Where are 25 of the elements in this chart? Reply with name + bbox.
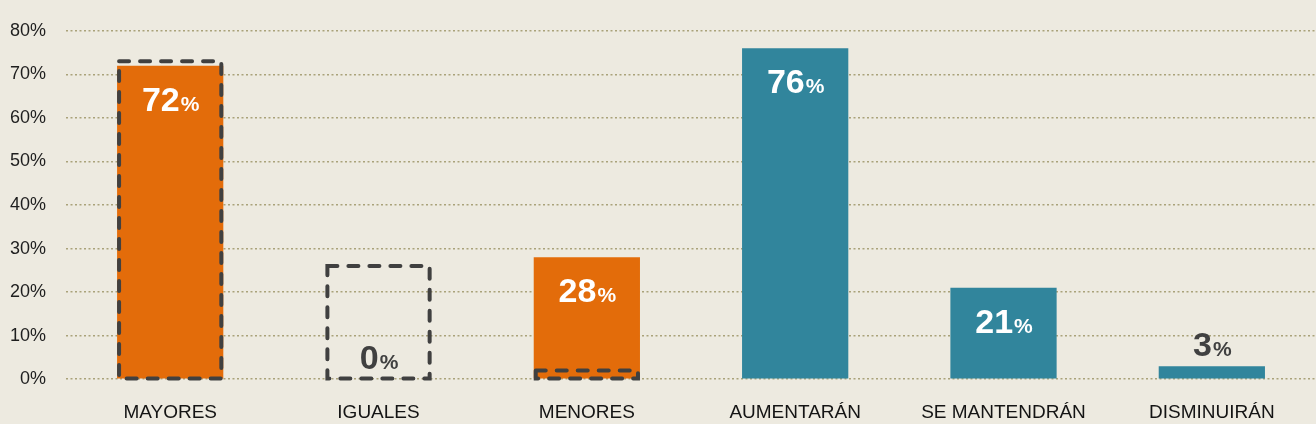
bar — [533, 257, 640, 379]
data-label: 28% — [558, 271, 617, 310]
x-tick-label: IGUALES — [337, 400, 420, 422]
y-tick-label: 80% — [10, 19, 47, 40]
x-tick-label: MENORES — [538, 400, 635, 422]
y-tick-label: 0% — [20, 368, 47, 389]
data-label: 21% — [975, 301, 1034, 340]
data-label: 72% — [141, 79, 200, 118]
bar — [950, 287, 1057, 379]
x-tick-label: DISMINUIRÁN — [1149, 400, 1275, 422]
data-label: 0% — [359, 338, 399, 377]
y-tick-label: 20% — [10, 281, 47, 302]
data-label: 3% — [1193, 325, 1232, 364]
bar — [742, 48, 849, 379]
y-tick-label: 50% — [10, 150, 47, 171]
y-tick-label: 10% — [10, 324, 47, 345]
x-tick-label: SE MANTENDRÁN — [921, 400, 1086, 422]
x-tick-label: AUMENTARÁN — [729, 400, 861, 422]
x-tick-label: MAYORES — [123, 400, 217, 422]
y-tick-label: 60% — [10, 106, 47, 127]
y-tick-label: 40% — [10, 193, 47, 214]
data-label: 76% — [766, 62, 825, 101]
y-tick-label: 30% — [10, 237, 47, 258]
y-tick-label: 70% — [10, 63, 47, 84]
bar — [1158, 366, 1265, 379]
